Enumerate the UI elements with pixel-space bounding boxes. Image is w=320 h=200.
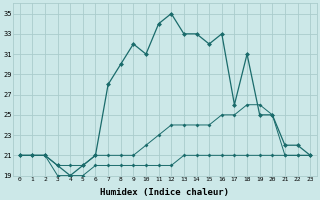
X-axis label: Humidex (Indice chaleur): Humidex (Indice chaleur) bbox=[100, 188, 229, 197]
